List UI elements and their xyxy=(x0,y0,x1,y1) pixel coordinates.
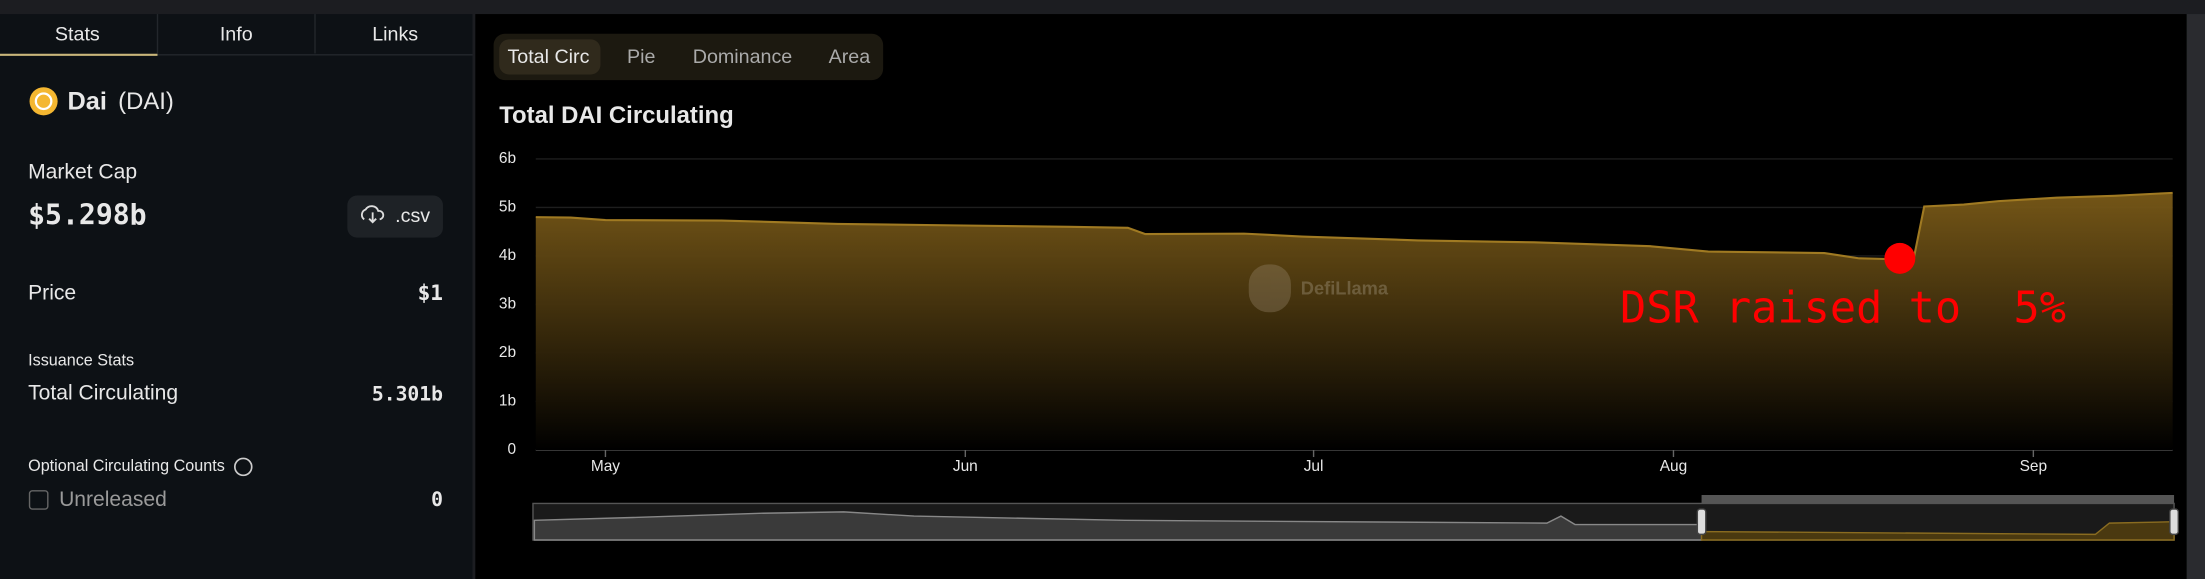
token-name: Dai xyxy=(68,87,107,115)
chart-tab[interactable]: Dominance xyxy=(693,46,793,68)
unreleased: 0 xyxy=(431,488,443,511)
x-tick-label: Jun xyxy=(953,458,978,475)
market-cap: $5.298b xyxy=(28,199,146,232)
chart-tab[interactable]: Total Circ xyxy=(507,46,589,68)
download-icon xyxy=(360,205,385,224)
watermark-logo xyxy=(1248,264,1291,313)
total-circulating: 5.301b xyxy=(372,383,443,406)
label: Total Circulating xyxy=(28,381,178,404)
tab[interactable]: Info xyxy=(220,23,253,45)
y-tick-label: 2b xyxy=(499,344,516,361)
y-tick-label: 1b xyxy=(499,393,516,410)
x-tick-label: Jul xyxy=(1304,458,1324,475)
token-icon xyxy=(29,87,58,116)
y-tick-label: 5b xyxy=(499,199,516,216)
chart-tab[interactable]: Pie xyxy=(627,46,655,68)
checkbox-label[interactable]: Unreleased xyxy=(59,488,167,511)
chart-tab[interactable]: Area xyxy=(829,46,871,68)
label: Market Cap xyxy=(28,161,137,184)
watermark: DefiLlama xyxy=(1248,264,1389,313)
active-chart-tab xyxy=(499,39,601,75)
x-tick-label: May xyxy=(591,458,620,475)
token-symbol: (DAI) xyxy=(118,88,174,115)
x-tick-label: Aug xyxy=(1660,458,1688,475)
navigator-handle[interactable] xyxy=(1696,508,1707,536)
annotation-text: DSR raised to 5% xyxy=(1620,283,2066,333)
tab[interactable]: Links xyxy=(372,23,418,45)
line xyxy=(535,191,2173,261)
x-tick-label: Sep xyxy=(2020,458,2048,475)
annotation-dot xyxy=(1884,242,1916,274)
checkbox[interactable] xyxy=(28,490,49,510)
csv-label[interactable]: .csv xyxy=(395,205,430,227)
section-title: Optional Circulating Counts xyxy=(28,457,225,475)
help-icon[interactable] xyxy=(234,457,253,477)
label: Price xyxy=(28,281,76,304)
y-tick-label: 6b xyxy=(499,150,516,167)
navigator-handle[interactable] xyxy=(2169,508,2179,536)
sidebar xyxy=(0,14,473,579)
y-tick-label: 4b xyxy=(499,247,516,264)
scrollbar xyxy=(2186,14,2205,579)
section-title: Issuance Stats xyxy=(28,352,134,370)
token-icon-mark xyxy=(34,92,53,111)
y-tick-label: 3b xyxy=(499,296,516,313)
price: $1 xyxy=(418,280,443,305)
tab[interactable]: Stats xyxy=(55,23,100,45)
plot: 0 1b 2b 3b 4b 5b 6b May Jun Jul Aug Sep xyxy=(499,150,2173,475)
navigator-scrollbar[interactable] xyxy=(1701,495,2175,504)
y-tick-label: 0 xyxy=(507,441,516,458)
chart-title: Total DAI Circulating xyxy=(499,102,734,129)
area xyxy=(535,192,2173,450)
watermark-text: DefiLlama xyxy=(1301,278,1389,299)
